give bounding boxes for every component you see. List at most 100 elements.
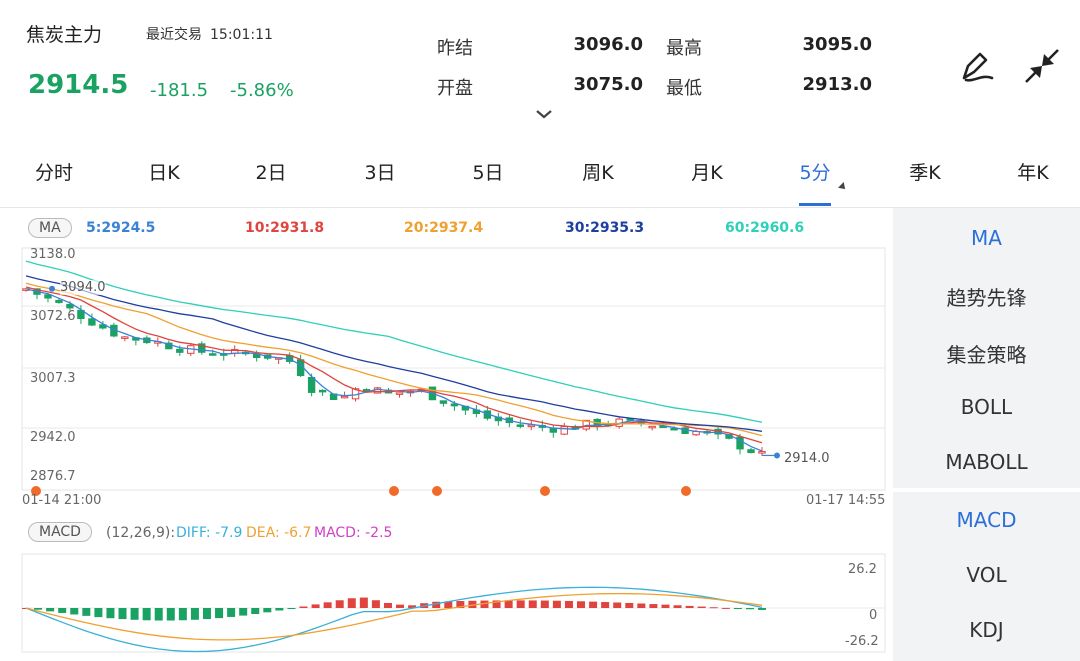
macd-bar: [685, 605, 694, 608]
draw-pen-icon[interactable]: [956, 44, 996, 88]
candle-body: [66, 303, 74, 309]
macd-bar: [287, 608, 296, 609]
tab-2day[interactable]: 2日: [255, 162, 287, 184]
macd-bar: [601, 602, 610, 608]
y-tick-label: 2876.7: [30, 469, 76, 484]
macd-y-tick: 0: [869, 608, 878, 623]
macd-bar: [721, 607, 730, 609]
tab-quarterly[interactable]: 季K: [909, 162, 941, 184]
indicator-kdj[interactable]: KDJ: [969, 618, 1004, 642]
x-end-label: 01-17 14:55: [806, 493, 886, 508]
y-tick-label: 3007.3: [30, 371, 76, 386]
chart-canvas: [21, 247, 886, 653]
macd-bar: [637, 603, 646, 608]
ma-badge[interactable]: MA: [28, 218, 72, 238]
macd-bar: [142, 608, 151, 621]
indicator-macd[interactable]: MACD: [956, 508, 1017, 532]
macd-bar: [58, 608, 67, 613]
last-price: 2914.5: [28, 70, 129, 100]
indicator-ma[interactable]: MA: [971, 226, 1002, 250]
macd-bar: [202, 608, 211, 620]
macd-bar: [34, 608, 43, 610]
macd-bar: [673, 605, 682, 608]
candle-body: [747, 449, 755, 454]
candle-body: [198, 343, 206, 353]
signal-dot: [389, 486, 399, 496]
macd-bar: [758, 608, 766, 610]
ma30-value: 30:2935.3: [565, 220, 645, 236]
high-marker-label: 3094.0: [60, 280, 106, 295]
indicator-maboll[interactable]: MABOLL: [945, 450, 1028, 474]
macd-bar: [709, 607, 718, 609]
indicator-trend-pioneer[interactable]: 趋势先锋: [946, 286, 1027, 310]
macd-bar: [528, 600, 537, 608]
last-price-marker-label: 2914.0: [784, 451, 830, 466]
macd-diff-line: [25, 586, 763, 653]
macd-bar: [589, 601, 598, 608]
candle-body: [209, 353, 217, 356]
macd-diff-value: DIFF: -7.9: [176, 525, 243, 541]
macd-bar: [106, 608, 115, 619]
ma-line: [25, 260, 763, 423]
tab-weekly[interactable]: 周K: [582, 162, 614, 184]
expand-chevron-icon[interactable]: [533, 106, 555, 122]
tab-time-share[interactable]: 分时: [34, 162, 73, 184]
macd-value: MACD: -2.5: [314, 525, 393, 541]
open-value: 3075.0: [573, 74, 643, 95]
macd-bar: [335, 600, 344, 608]
ma20-value: 20:2937.4: [404, 220, 484, 236]
macd-bar: [396, 604, 405, 608]
macd-bar: [227, 608, 236, 617]
macd-bar: [733, 608, 742, 609]
indicator-fund-strategy[interactable]: 集金策略: [946, 343, 1027, 367]
macd-bar: [504, 600, 513, 608]
macd-bar: [215, 608, 224, 619]
tab-3day[interactable]: 3日: [364, 162, 396, 184]
macd-bar: [166, 608, 175, 621]
contract-name: 焦炭主力: [26, 24, 103, 46]
macd-badge[interactable]: MACD: [28, 522, 92, 542]
candle-body: [318, 389, 327, 393]
tab-daily[interactable]: 日K: [148, 162, 180, 184]
period-tabs: 分时 日K 2日 3日 5日 周K 月K 5分 季K 年K: [0, 150, 1080, 206]
macd-bar: [552, 600, 561, 608]
macd-bar: [263, 608, 272, 613]
low-value: 2913.0: [802, 74, 872, 95]
candle-body: [99, 324, 107, 329]
macd-bar: [492, 600, 501, 608]
macd-bar: [154, 608, 163, 621]
y-tick-label: 2942.0: [30, 430, 76, 445]
signal-dot: [540, 486, 550, 496]
macd-bar: [118, 608, 127, 620]
macd-bar: [359, 597, 368, 608]
ma-line: [25, 282, 763, 437]
prev-settle-label: 昨结: [437, 38, 473, 59]
macd-bar: [46, 608, 55, 612]
tab-monthly[interactable]: 月K: [691, 162, 723, 184]
macd-bar: [347, 598, 356, 608]
tab-yearly[interactable]: 年K: [1017, 162, 1049, 184]
indicator-panel: MA 趋势先锋 集金策略 BOLL MABOLL MACD VOL KDJ: [893, 208, 1080, 661]
macd-bar: [70, 608, 79, 615]
open-label: 开盘: [437, 78, 473, 99]
tab-active-underline: [799, 203, 831, 206]
macd-bar: [577, 601, 586, 608]
candle-body: [88, 318, 96, 326]
macd-y-tick: -26.2: [845, 634, 879, 649]
indicator-vol[interactable]: VOL: [966, 563, 1007, 587]
collapse-icon[interactable]: [1022, 44, 1062, 88]
macd-bar: [468, 600, 477, 608]
tab-5day[interactable]: 5日: [472, 162, 504, 184]
candle-body: [44, 294, 52, 299]
tab-5min[interactable]: 5分: [799, 162, 831, 184]
macd-bar: [371, 600, 380, 608]
indicator-boll[interactable]: BOLL: [960, 395, 1013, 419]
candle-body: [307, 376, 316, 393]
macd-bar: [239, 608, 248, 616]
kline-chart[interactable]: MA 5:2924.5 10:2931.8 20:2937.4 30:2935.…: [0, 208, 893, 661]
candle-body: [736, 436, 744, 450]
macd-bar: [311, 604, 320, 608]
candle-body: [340, 395, 349, 399]
macd-bar: [444, 601, 453, 608]
